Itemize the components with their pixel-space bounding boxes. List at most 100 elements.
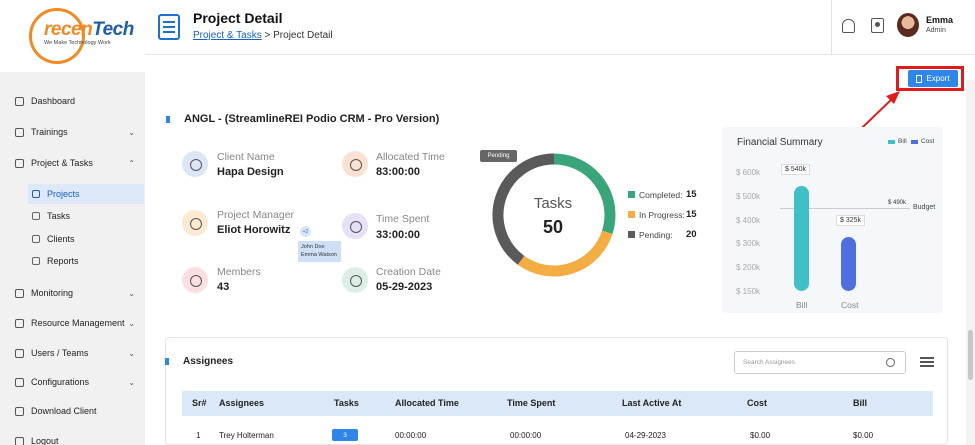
donut-title: Tasks (533, 195, 573, 212)
sidebar-subitem-reports[interactable]: Reports (28, 251, 144, 271)
row-allocated-time: 00:00:00 (395, 431, 427, 440)
project-detail-icon (158, 14, 180, 40)
sidebar-subitem-clients[interactable]: Clients (28, 229, 144, 249)
sidebar-item-project-tasks[interactable]: Project & Tasks ⌃ (15, 155, 135, 171)
device-icon[interactable] (871, 18, 884, 33)
user-role: Admin (926, 27, 946, 34)
row-assignee-name[interactable]: Trey Holterman (219, 431, 274, 440)
sidebar (0, 0, 145, 445)
row-last-active: 04-29-2023 (625, 431, 666, 440)
project-name: ANGL - (StreamlineREI Podio CRM - Pro Ve… (184, 113, 440, 125)
allocated-time-value: 83:00:00 (376, 166, 421, 178)
column-header-last-active[interactable]: Last Active At (622, 398, 682, 408)
sidebar-item-resource-management[interactable]: Resource Management ⌄ (15, 315, 135, 331)
allocated-time-label: Allocated Time (376, 151, 445, 163)
y-tick-label: $ 400k (736, 216, 761, 225)
bar-bill-value-label: $ 540k (781, 164, 811, 176)
user-name[interactable]: Emma (926, 15, 954, 25)
bar-cost[interactable] (841, 237, 856, 291)
column-header-cost[interactable]: Cost (747, 398, 767, 408)
grid-icon (15, 96, 24, 106)
avatar[interactable] (897, 13, 919, 37)
legend-inprogress-swatch (628, 211, 635, 218)
sidebar-subitem-tasks[interactable]: Tasks (28, 206, 144, 226)
sidebar-item-logout[interactable]: Logout (15, 433, 135, 445)
scrollbar-thumb[interactable] (968, 330, 973, 380)
client-name-label: Client Name (217, 151, 275, 163)
donut-total: 50 (542, 217, 564, 237)
x-tick-cost: Cost (841, 300, 859, 310)
managers-tooltip: John Doe Emma Watson (298, 241, 341, 262)
download-icon (15, 406, 24, 416)
logo-ring (29, 8, 85, 64)
column-header-assignees[interactable]: Assignees (219, 398, 265, 408)
legend-completed-value: 15 (686, 189, 697, 200)
sidebar-subitem-projects[interactable]: Projects (28, 184, 144, 204)
tasks-icon (32, 212, 40, 220)
legend-pending-swatch (628, 231, 635, 238)
bell-icon[interactable] (842, 19, 855, 33)
filter-icon[interactable] (920, 355, 934, 369)
members-label: Members (217, 266, 261, 278)
creation-date-label: Creation Date (376, 266, 441, 278)
search-assignees-input[interactable]: Search Assignees (734, 351, 906, 374)
donut-segment-completed[interactable] (553, 153, 616, 234)
header: Project Detail Project & Tasks > Project… (145, 0, 975, 55)
sidebar-item-users-teams[interactable]: Users / Teams ⌄ (15, 345, 135, 361)
more-managers-badge[interactable]: +2 (300, 226, 311, 237)
export-highlight-box (896, 66, 964, 91)
breadcrumb: Project & Tasks > Project Detail (193, 30, 333, 41)
client-name-value: Hapa Design (217, 166, 284, 178)
sidebar-item-download-client[interactable]: Download Client (15, 403, 135, 419)
budget-name-label: Budget (913, 204, 936, 211)
export-button[interactable]: Export (908, 70, 958, 87)
assignees-title: Assignees (183, 356, 234, 367)
y-tick-label: $ 150k (736, 287, 761, 296)
legend-inprogress-label: In Progress: (639, 210, 685, 220)
sidebar-item-monitoring[interactable]: Monitoring ⌄ (15, 285, 135, 301)
chevron-down-icon: ⌄ (128, 377, 135, 387)
search-icon[interactable] (886, 358, 895, 367)
column-header-sr[interactable]: Sr# (192, 398, 207, 408)
x-tick-bill: Bill (796, 300, 808, 310)
legend-bill: Bill (888, 138, 907, 145)
row-sr: 1 (196, 431, 201, 440)
bar-cost-value-label: $ 325k (836, 215, 866, 227)
resource-icon (15, 318, 24, 328)
bar-bill[interactable] (794, 186, 809, 291)
column-header-bill[interactable]: Bill (853, 398, 868, 408)
time-spent-value: 33:00:00 (376, 229, 421, 241)
page-title: Project Detail (193, 10, 283, 26)
project-manager-value: Eliot Horowitz (217, 224, 291, 236)
section-marker (166, 116, 170, 123)
column-header-tasks[interactable]: Tasks (334, 398, 359, 408)
table-header (182, 391, 933, 416)
sidebar-item-configurations[interactable]: Configurations ⌄ (15, 374, 135, 390)
row-time-spent: 00:00:00 (510, 431, 542, 440)
members-value: 43 (217, 281, 230, 293)
y-tick-label: $ 500k (736, 192, 761, 201)
donut-segment-pending[interactable] (492, 153, 555, 265)
row-cost: $0.00 (750, 431, 771, 440)
client-icon (182, 151, 208, 177)
y-tick-label: $ 300k (736, 239, 761, 248)
column-header-time-spent[interactable]: Time Spent (507, 398, 556, 408)
column-header-allocated-time[interactable]: Allocated Time (395, 398, 459, 408)
logout-icon (15, 436, 24, 445)
y-tick-label: $ 200k (736, 263, 761, 272)
tasks-donut-chart[interactable] (489, 150, 619, 280)
donut-segment-inprogress[interactable] (517, 230, 613, 277)
sidebar-item-trainings[interactable]: Trainings ⌄ (15, 124, 135, 140)
project-manager-label: Project Manager (217, 209, 295, 221)
row-tasks-badge[interactable]: 3 (332, 429, 358, 441)
clock-icon (342, 267, 368, 293)
scrollbar-track[interactable] (966, 80, 975, 445)
reports-icon (32, 257, 40, 265)
clients-icon (32, 235, 40, 243)
chevron-down-icon: ⌄ (128, 318, 135, 328)
logo[interactable]: recenTech We Make Technology Work (0, 0, 145, 72)
sidebar-item-dashboard[interactable]: Dashboard (15, 93, 135, 109)
breadcrumb-link-project-tasks[interactable]: Project & Tasks (193, 30, 262, 41)
legend-cost: Cost (911, 138, 934, 145)
header-divider (831, 0, 832, 55)
